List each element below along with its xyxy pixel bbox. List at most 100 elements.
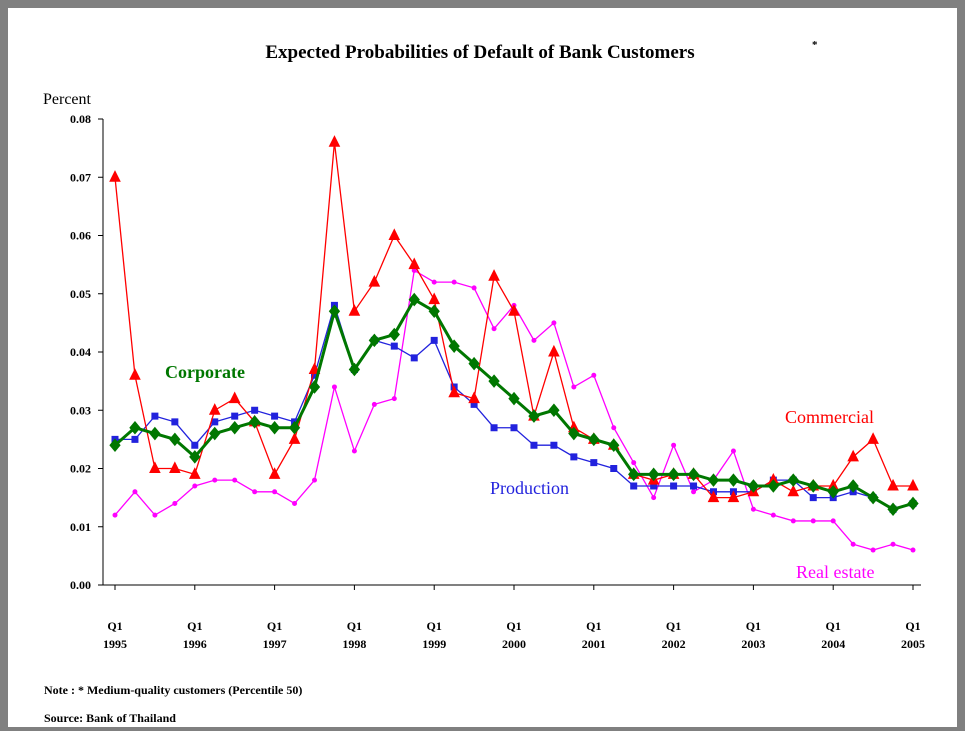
point [171, 418, 179, 426]
point [129, 420, 141, 435]
point [570, 453, 578, 461]
point [328, 304, 341, 319]
y-tick-label: 0.07 [70, 170, 91, 184]
point [471, 285, 477, 291]
point [288, 432, 301, 444]
point [408, 292, 420, 307]
point [368, 333, 381, 348]
point [232, 477, 238, 483]
point [331, 384, 337, 390]
point [491, 326, 497, 332]
x-tick-label: Q1 1995 [103, 619, 127, 651]
point [408, 257, 421, 270]
y-tick-label: 0.03 [70, 403, 91, 417]
x-tick-label: Q1 2004 [821, 619, 845, 651]
point [809, 494, 817, 502]
point [867, 432, 879, 444]
point [268, 420, 281, 435]
point [191, 441, 199, 449]
y-axis-label: Percent [43, 91, 92, 108]
point [890, 541, 896, 547]
point [189, 450, 201, 464]
point [590, 459, 598, 467]
point [490, 424, 498, 432]
y-tick-label: 0.00 [70, 578, 91, 592]
point [371, 401, 377, 407]
point [109, 170, 121, 182]
point [251, 406, 259, 414]
point [391, 396, 397, 402]
point [528, 409, 540, 423]
series-line [114, 142, 913, 499]
point [548, 344, 560, 357]
point [550, 441, 558, 449]
point [510, 424, 518, 432]
point [109, 438, 121, 452]
point [229, 420, 241, 435]
point [172, 500, 178, 506]
point [388, 228, 401, 240]
point [630, 482, 638, 490]
point [907, 478, 919, 491]
source: Source: Bank of Thailand [44, 711, 176, 725]
point [830, 518, 836, 524]
point [671, 442, 677, 448]
point [591, 372, 597, 378]
point [468, 356, 480, 371]
series-label: Production [490, 478, 569, 498]
point [431, 279, 437, 285]
point [451, 279, 457, 285]
point [551, 320, 557, 326]
point [209, 426, 221, 441]
point [548, 403, 560, 418]
point [847, 479, 859, 493]
point [867, 490, 879, 505]
x-tick-label: Q1 2003 [741, 619, 765, 651]
point [149, 426, 161, 441]
point [151, 412, 159, 420]
point [169, 461, 181, 473]
point [887, 478, 899, 491]
title-mark: * [812, 39, 818, 51]
point [907, 496, 919, 511]
y-tick-label: 0.01 [70, 520, 91, 534]
point [847, 449, 859, 462]
point [428, 304, 440, 319]
point [827, 485, 839, 499]
y-tick-label: 0.06 [70, 229, 91, 243]
point [328, 135, 341, 147]
point [787, 473, 799, 487]
point [231, 412, 239, 420]
point [131, 435, 139, 443]
point [568, 426, 580, 441]
point [271, 412, 279, 420]
x-tick-label: Q1 2001 [582, 619, 606, 651]
x-tick-label: Q1 1997 [263, 619, 287, 651]
y-tick-label: 0.02 [70, 462, 91, 476]
x-tick-label: Q1 2002 [662, 619, 686, 651]
point [468, 391, 480, 404]
point [152, 512, 158, 518]
point [448, 339, 460, 353]
point [588, 432, 600, 447]
chart-title: Expected Probabilities of Default of Ban… [265, 42, 694, 63]
point [488, 374, 500, 388]
point [288, 420, 301, 435]
point [192, 483, 198, 489]
point [430, 336, 438, 344]
point [428, 292, 441, 305]
x-tick-label: Q1 2005 [901, 619, 925, 651]
point [670, 482, 678, 490]
point [571, 384, 577, 390]
point [810, 518, 816, 524]
point [292, 500, 298, 506]
point [212, 477, 218, 483]
point [747, 479, 760, 493]
point [910, 547, 916, 553]
point [730, 448, 736, 454]
y-tick-label: 0.04 [70, 345, 91, 359]
point [850, 541, 856, 547]
x-tick-label: Q1 1996 [183, 619, 207, 651]
point [767, 479, 780, 493]
